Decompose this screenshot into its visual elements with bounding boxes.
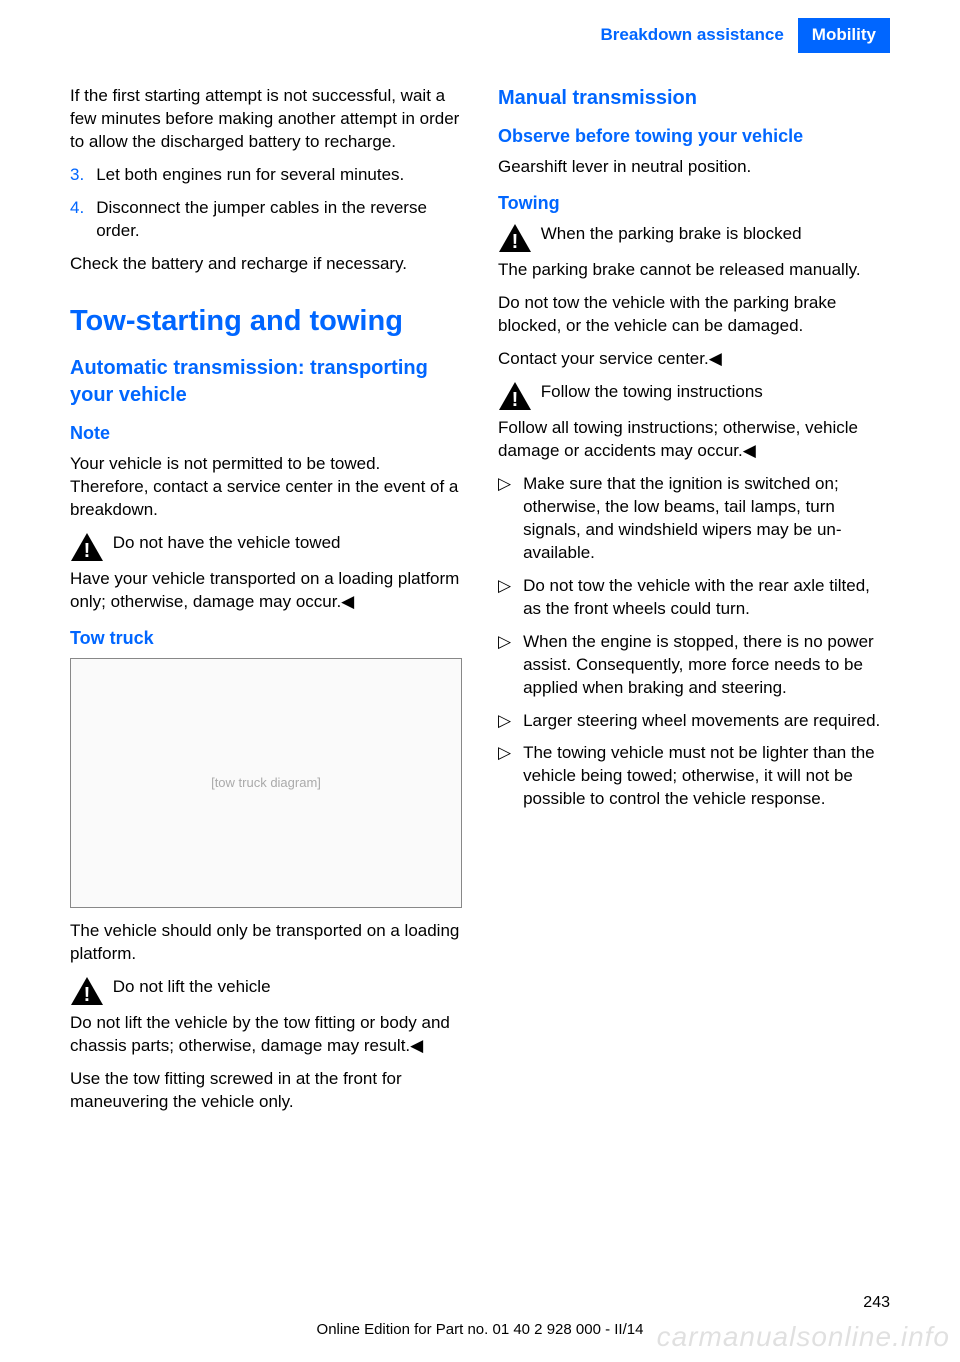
tow-fitting-paragraph: Use the tow fitting screwed in at the fr… [70,1068,462,1114]
warning-triangle-icon: ! [70,532,104,562]
warning-do-not-lift: ! Do not lift the vehicle Do not lift th… [70,976,462,1058]
step-text: Let both engines run for several minutes… [96,164,462,187]
tow-platform-paragraph: The vehicle should only be transported o… [70,920,462,966]
bullet-text: When the engine is stopped, there is no … [523,631,890,700]
list-item: ▷When the engine is stopped, there is no… [498,631,890,700]
watermark-text: carmanualsonline.info [657,1318,950,1356]
header-chapter-tab: Mobility [798,18,890,53]
bullet-marker-icon: ▷ [498,710,511,733]
intro-paragraph: If the first starting attempt is not suc… [70,85,462,154]
warning-title: Do not lift the vehicle [113,977,271,996]
towing-paragraph-2: Contact your service center.◀ [498,348,890,371]
warning-triangle-icon: ! [70,976,104,1006]
list-item: ▷The towing vehicle must not be lighter … [498,742,890,811]
svg-text:!: ! [84,540,91,562]
warning-title: Do not have the vehicle towed [113,533,341,552]
header-section-tab: Breakdown assistance [586,18,797,53]
step-number: 3. [70,164,84,187]
bullet-text: The towing vehicle must not be lighter t… [523,742,890,811]
heading-manual-transmission: Manual transmission [498,85,890,112]
observe-paragraph: Gearshift lever in neutral position. [498,156,890,179]
warning-body: Do not lift the vehicle by the tow fitti… [70,1012,462,1058]
heading-tow-starting: Tow-starting and towing [70,302,462,341]
right-column: Manual transmission Observe before towin… [498,85,890,1124]
check-battery-paragraph: Check the battery and recharge if necess… [70,253,462,276]
warning-body: Have your vehicle transported on a load­… [70,568,462,614]
towing-bullet-list: ▷Make sure that the ignition is switched… [498,473,890,811]
page-number: 243 [863,1292,890,1314]
heading-automatic-transmission: Automatic transmission: transporting you… [70,355,462,409]
bullet-text: Larger steering wheel movements are re­q… [523,710,890,733]
bullet-marker-icon: ▷ [498,742,511,811]
left-column: If the first starting attempt is not suc… [70,85,462,1124]
list-item: ▷ Larger steering wheel movements are re­… [498,710,890,733]
warning-body: Follow all towing instructions; otherwis… [498,417,890,463]
step-number: 4. [70,197,84,243]
warning-body: The parking brake cannot be released man… [498,259,890,282]
bullet-marker-icon: ▷ [498,631,511,700]
page-header: Breakdown assistance Mobility [0,0,960,53]
warning-triangle-icon: ! [498,223,532,253]
heading-observe-before-towing: Observe before towing your vehicle [498,124,890,148]
warning-do-not-tow: ! Do not have the vehicle towed Have you… [70,532,462,614]
warning-title: Follow the towing instructions [541,382,763,401]
bullet-marker-icon: ▷ [498,575,511,621]
bullet-text: Do not tow the vehicle with the rear axl… [523,575,890,621]
warning-title: When the parking brake is blocked [541,224,802,243]
heading-tow-truck: Tow truck [70,626,462,650]
bullet-text: Make sure that the ignition is switched … [523,473,890,565]
list-item: ▷Make sure that the ignition is switched… [498,473,890,565]
warning-parking-brake: ! When the parking brake is blocked The … [498,223,890,282]
warning-triangle-icon: ! [498,381,532,411]
step-3: 3. Let both engines run for several minu… [70,164,462,187]
towing-paragraph-1: Do not tow the vehicle with the parking … [498,292,890,338]
heading-towing: Towing [498,191,890,215]
heading-note: Note [70,421,462,445]
warning-follow-instructions: ! Follow the towing instructions Follow … [498,381,890,463]
bullet-marker-icon: ▷ [498,473,511,565]
note-paragraph: Your vehicle is not permitted to be towe… [70,453,462,522]
step-text: Disconnect the jumper cables in the re­v… [96,197,462,243]
content-area: If the first starting attempt is not suc… [0,53,960,1124]
step-4: 4. Disconnect the jumper cables in the r… [70,197,462,243]
list-item: ▷ Do not tow the vehicle with the rear ax… [498,575,890,621]
tow-truck-diagram: [tow truck diagram] [70,658,462,908]
svg-text:!: ! [512,231,519,253]
svg-text:!: ! [84,984,91,1006]
svg-text:!: ! [512,389,519,411]
